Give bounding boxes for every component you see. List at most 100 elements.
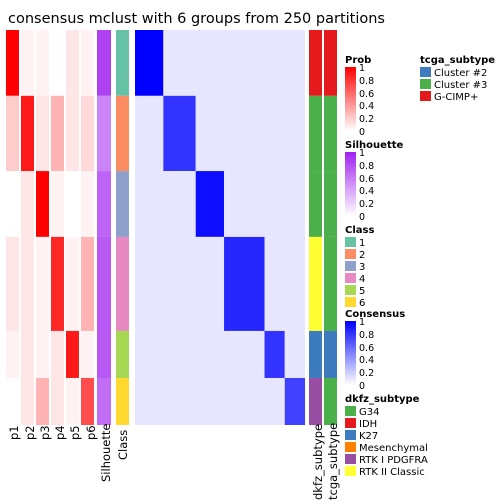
prob-cell-g3-p3 (36, 171, 49, 237)
tcga-legend-label-cluster2: Cluster #2 (434, 68, 487, 79)
column-label-p3: p3 (38, 425, 52, 440)
consensus-block-r4-c5 (264, 236, 285, 331)
prob-cell-g4-p6 (81, 236, 94, 331)
prob-cell-g5-p1 (6, 330, 19, 378)
tcga-subtype-column (324, 30, 337, 425)
prob-cell-g1-p2 (21, 30, 34, 96)
consensus-block-r1-c6 (284, 30, 305, 96)
class-column (116, 30, 129, 425)
tcga-cell-g5 (324, 330, 337, 378)
silhouette-legend-colorbar (345, 152, 356, 216)
dkfz-legend-label-rtk2: RTK II Classic (359, 467, 425, 478)
silhouette-tick-0.8: 0.8 (359, 161, 374, 172)
consensus-block-r2-c1 (135, 95, 164, 172)
consensus-block-r6-c3 (195, 377, 225, 425)
consensus-block-r5-c2 (163, 330, 196, 378)
tcga-subtype-legend: tcga_subtype Cluster #2 Cluster #3 G-CIM… (420, 55, 495, 103)
consensus-block-r3-c1 (135, 171, 164, 237)
class-legend: Class 1 2 3 4 5 6 (345, 225, 374, 309)
class-legend-swatch-6 (345, 297, 356, 307)
tcga-cell-g3 (324, 171, 337, 237)
dkfz-cell-g1 (309, 30, 322, 96)
column-label-dkfz-subtype: dkfz_subtype (311, 424, 325, 500)
class-cell-5 (116, 330, 129, 378)
prob-tick-0.4: 0.4 (359, 101, 374, 112)
tcga-legend-title: tcga_subtype (420, 55, 495, 66)
tcga-legend-swatch-cluster2 (420, 67, 431, 77)
dkfz-cell-g2 (309, 95, 322, 172)
silhouette-tick-0.6: 0.6 (359, 174, 374, 185)
prob-cell-g6-p5 (66, 377, 79, 425)
prob-cell-g2-p6 (81, 95, 94, 172)
prob-cell-g4-p2 (21, 236, 34, 331)
column-label-p4: p4 (53, 425, 67, 440)
consensus-tick-0.8: 0.8 (359, 330, 374, 341)
column-label-p6: p6 (84, 425, 98, 440)
dkfz-legend-label-g34: G34 (359, 407, 379, 418)
column-label-silhouette: Silhouette (99, 424, 113, 482)
silhouette-cell-g5 (97, 330, 111, 378)
consensus-legend-title: Consensus (345, 309, 405, 320)
prob-legend-colorbar (345, 67, 356, 131)
prob-cell-g1-p5 (66, 30, 79, 96)
column-label-p2: p2 (23, 425, 37, 440)
tcga-cell-g6 (324, 377, 337, 425)
prob-cell-g3-p5 (66, 171, 79, 237)
consensus-block-r1-c1 (135, 30, 164, 96)
dkfz-cell-g6 (309, 377, 322, 425)
prob-cell-g2-p1 (6, 95, 19, 172)
consensus-block-r5-c5 (264, 330, 285, 378)
tcga-cell-g2 (324, 95, 337, 172)
prob-cell-g1-p6 (81, 30, 94, 96)
silhouette-tick-0: 0 (359, 212, 365, 223)
prob-cell-g3-p4 (51, 171, 64, 237)
consensus-block-r4-c6 (284, 236, 305, 331)
prob-cell-g6-p4 (51, 377, 64, 425)
class-legend-label-1: 1 (359, 238, 365, 249)
consensus-block-r6-c6 (284, 377, 305, 425)
prob-cell-g5-p4 (51, 330, 64, 378)
silhouette-legend-title: Silhouette (345, 140, 404, 151)
consensus-tick-0.6: 0.6 (359, 343, 374, 354)
consensus-block-r6-c4 (224, 377, 265, 425)
class-legend-swatch-5 (345, 285, 356, 295)
consensus-block-r5-c1 (135, 330, 164, 378)
silhouette-legend: Silhouette 1 0.8 0.6 0.4 0.2 0 (345, 140, 404, 223)
tcga-cell-g1 (324, 30, 337, 96)
consensus-block-r1-c3 (195, 30, 225, 96)
consensus-block-r1-c2 (163, 30, 196, 96)
consensus-block-r3-c2 (163, 171, 196, 237)
prob-cell-g3-p1 (6, 171, 19, 237)
consensus-block-r6-c5 (264, 377, 285, 425)
consensus-block-r1-c4 (224, 30, 265, 96)
consensus-tick-1: 1 (359, 317, 365, 328)
class-legend-label-2: 2 (359, 250, 365, 261)
consensus-legend: Consensus 1 0.8 0.6 0.4 0.2 0 (345, 309, 405, 392)
dkfz-subtype-legend: dkfz_subtype G34 IDH K27 Mesenchymal RTK… (345, 394, 428, 478)
class-legend-swatch-3 (345, 261, 356, 271)
class-cell-1 (116, 30, 129, 96)
probability-columns (6, 30, 94, 425)
consensus-block-r6-c2 (163, 377, 196, 425)
consensus-block-r4-c1 (135, 236, 164, 331)
prob-cell-g2-p2 (21, 95, 34, 172)
prob-cell-g1-p3 (36, 30, 49, 96)
prob-tick-1: 1 (359, 63, 365, 74)
consensus-block-r3-c4 (224, 171, 265, 237)
class-legend-label-6: 6 (359, 298, 365, 309)
column-label-class: Class (116, 430, 130, 460)
class-legend-swatch-4 (345, 273, 356, 283)
chart-title: consensus mclust with 6 groups from 250 … (8, 11, 385, 27)
prob-cell-g3-p2 (21, 171, 34, 237)
class-legend-label-5: 5 (359, 286, 365, 297)
dkfz-legend-label-mesenchymal: Mesenchymal (359, 443, 428, 454)
prob-cell-g6-p6 (81, 377, 94, 425)
prob-tick-0.8: 0.8 (359, 76, 374, 87)
prob-legend: Prob 1 0.8 0.6 0.4 0.2 0 (345, 55, 374, 138)
tcga-legend-swatch-cluster3 (420, 79, 431, 89)
dkfz-legend-swatch-rtk2 (345, 466, 356, 476)
dkfz-subtype-column (309, 30, 322, 425)
tcga-legend-label-cluster3: Cluster #3 (434, 80, 487, 91)
class-cell-6 (116, 377, 129, 425)
class-cell-2 (116, 95, 129, 172)
